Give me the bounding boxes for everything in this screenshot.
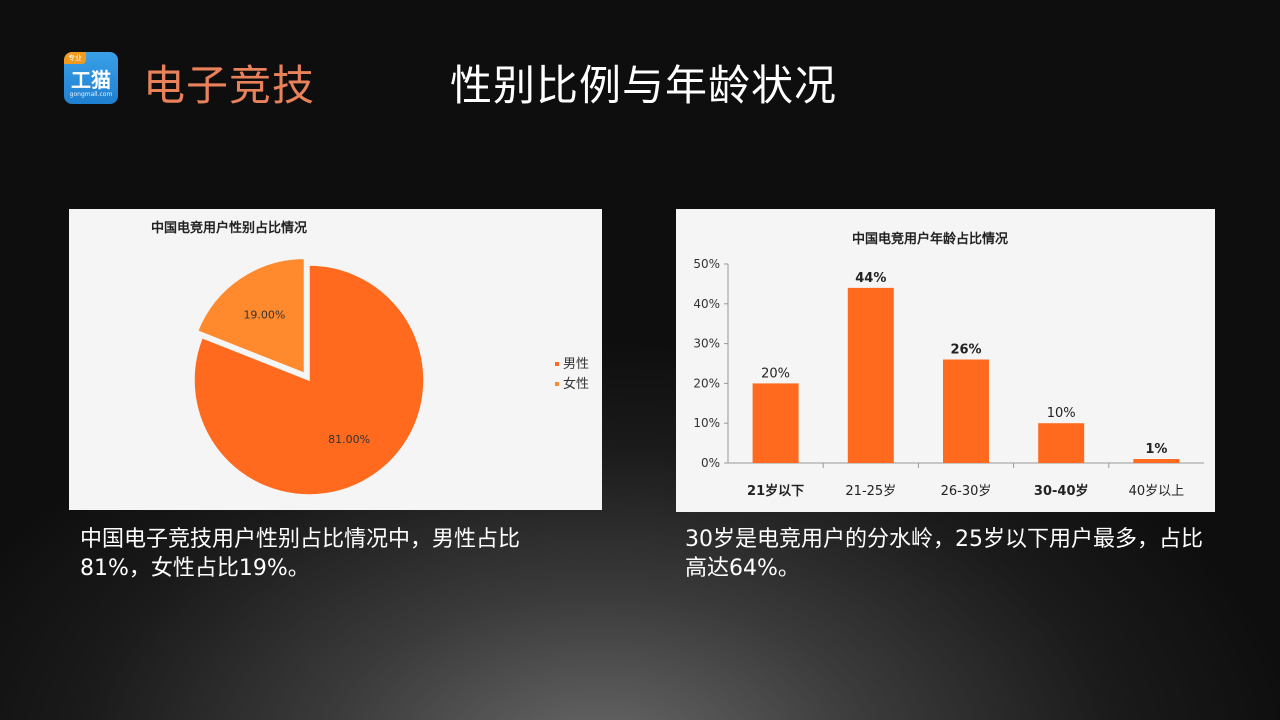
- brand-title: 电子竞技: [143, 61, 316, 110]
- age-bar-chart: 中国电竞用户年龄占比情况 0% 10% 20% 30% 40% 50% 21岁以下 21-25…: [693, 231, 1204, 499]
- bar-value-label-2: 26%: [950, 343, 981, 358]
- age-chart-panel: 中国电竞用户年龄占比情况 0% 10% 20% 30% 40% 50% 21岁以下 21-25…: [676, 209, 1215, 512]
- logo-subtitle: gongmall.com: [69, 91, 113, 98]
- gender-caption: 中国电子竞技用户性别占比情况中，男性占比81%，女性占比19%。: [80, 527, 521, 581]
- bar-value-label-4: 1%: [1145, 442, 1167, 457]
- age-caption: 30岁是电竞用户的分水岭，25岁以下用户最多，占比高达64%。: [685, 527, 1203, 581]
- legend-swatch-male: [555, 362, 559, 366]
- bar-chart-title: 中国电竞用户年龄占比情况: [852, 231, 1008, 247]
- bar-0: [752, 383, 799, 463]
- pie-chart-title: 中国电竞用户性别占比情况: [151, 220, 307, 236]
- bar-1: [847, 287, 894, 463]
- legend-label-female: 女性: [563, 376, 589, 392]
- x-category-label-1: 21-25岁: [845, 484, 896, 499]
- gender-chart-panel: 中国电竞用户性别占比情况 81.00% 19.00% 男性女性: [69, 209, 602, 510]
- x-category-label-3: 30-40岁: [1034, 483, 1089, 499]
- y-tick-label: 30%: [693, 337, 720, 351]
- y-tick-label: 20%: [693, 376, 720, 390]
- pie-value-label-female: 19.00%: [243, 308, 285, 321]
- logo-tag: 专业: [64, 52, 86, 64]
- x-category-label-0: 21岁以下: [747, 483, 804, 499]
- y-tick-label: 10%: [693, 416, 720, 430]
- logo-name: 工猫: [71, 68, 111, 92]
- bar-2: [943, 359, 989, 463]
- legend-label-male: 男性: [563, 357, 589, 372]
- x-category-label-4: 40岁以上: [1129, 484, 1185, 499]
- y-tick-label: 0%: [701, 456, 720, 470]
- y-tick-label: 40%: [693, 297, 720, 311]
- x-category-label-2: 26-30岁: [941, 484, 992, 499]
- bar-value-label-0: 20%: [761, 366, 790, 381]
- legend-swatch-female: [555, 382, 559, 386]
- pie-value-label-male: 81.00%: [328, 433, 370, 446]
- bar-4: [1133, 459, 1180, 463]
- page-title: 性别比例与年龄状况: [450, 61, 838, 110]
- bar-3: [1038, 423, 1085, 463]
- gongmall-logo: 专业 工猫 gongmall.com: [64, 52, 118, 104]
- y-tick-label: 50%: [693, 257, 720, 271]
- bar-value-label-1: 44%: [855, 271, 886, 286]
- bar-value-label-3: 10%: [1047, 406, 1076, 421]
- pie-slice-male: [193, 264, 425, 496]
- pie-slice-female: [196, 257, 306, 375]
